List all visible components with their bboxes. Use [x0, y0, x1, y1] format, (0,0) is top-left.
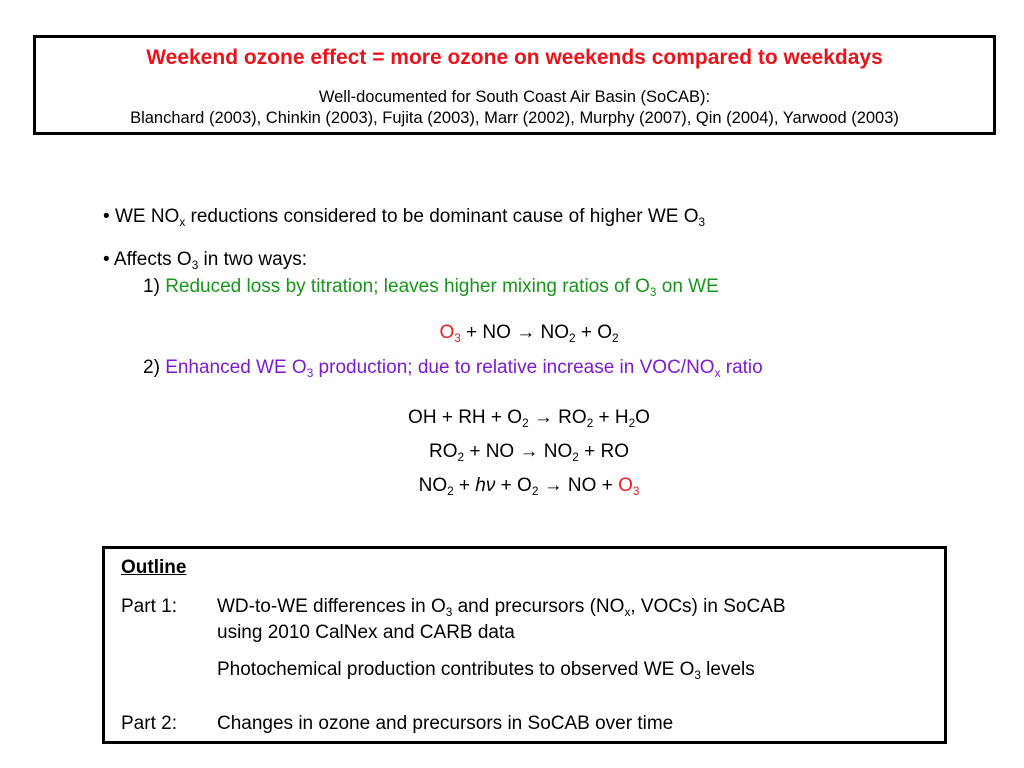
part-1-photochem: Photochemical production contributes to … [217, 659, 755, 683]
bullet-nox-reductions: • WE NOx reductions considered to be dom… [103, 206, 706, 230]
outline-heading: Outline [121, 557, 187, 578]
equation-oh-rh: OH + RH + O2 → RO2 + H2O [408, 407, 650, 431]
way-1-titration: 1) Reduced loss by titration; leaves hig… [143, 276, 719, 300]
references-line: Blanchard (2003), Chinkin (2003), Fujita… [130, 109, 899, 127]
part-2-label: Part 2: [121, 713, 177, 734]
part-1-text: WD-to-WE differences in O3 and precursor… [217, 596, 786, 620]
part-1-text-line2: using 2010 CalNex and CARB data [217, 622, 515, 643]
equation-no2-photolysis: NO2 + hν + O2 → NO + O3 [418, 475, 640, 499]
documented-line: Well-documented for South Coast Air Basi… [318, 88, 711, 106]
equation-ro2-no: RO2 + NO → NO2 + RO [429, 441, 629, 465]
equation-titration: O3 + NO → NO2 + O2 [439, 322, 619, 346]
outline-box: Outline Part 1: WD-to-WE differences in … [102, 546, 947, 744]
slide-title: Weekend ozone effect = more ozone on wee… [146, 46, 883, 69]
way-2-production: 2) Enhanced WE O3 production; due to rel… [143, 357, 763, 381]
bullet-affects-o3: • Affects O3 in two ways: [103, 249, 307, 273]
part-2-text: Changes in ozone and precursors in SoCAB… [217, 713, 674, 734]
part-1-label: Part 1: [121, 596, 177, 617]
header-box: Weekend ozone effect = more ozone on wee… [33, 35, 996, 135]
